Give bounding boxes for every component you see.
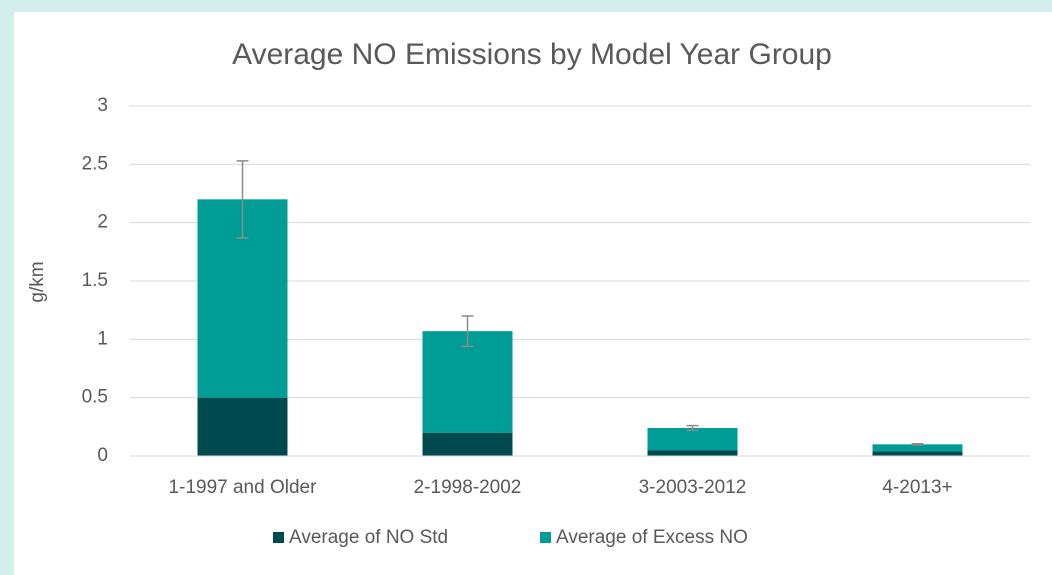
bar-segment — [647, 428, 738, 451]
bar-segment — [647, 450, 738, 456]
error-bar — [461, 315, 474, 348]
x-tick-label: 4-2013+ — [882, 477, 952, 498]
legend-label: Average of NO Std — [289, 527, 448, 548]
bar-segment — [422, 331, 513, 433]
x-tick-label: 2-1998-2002 — [414, 477, 522, 498]
bar-segment — [872, 451, 963, 456]
y-tick-label: 1.5 — [82, 270, 108, 291]
y-tick-label: 0 — [97, 445, 108, 466]
legend-swatch — [273, 532, 284, 543]
legend-swatch — [540, 532, 551, 543]
bar-segment — [872, 444, 963, 452]
y-tick-label: 1 — [97, 328, 108, 349]
bar-segment — [197, 397, 288, 456]
bar-segment — [422, 432, 513, 456]
x-tick-label: 1-1997 and Older — [169, 477, 318, 498]
error-bar — [236, 160, 249, 239]
error-bar — [911, 443, 924, 446]
y-tick-label: 2 — [97, 212, 108, 233]
x-tick-label: 3-2003-2012 — [639, 477, 747, 498]
chart-title: Average NO Emissions by Model Year Group — [232, 38, 832, 71]
y-tick-label: 3 — [97, 95, 108, 116]
y-tick-label: 2.5 — [82, 153, 108, 174]
legend-label: Average of Excess NO — [556, 527, 748, 548]
error-bar — [686, 424, 699, 432]
y-tick-label: 0.5 — [82, 387, 108, 408]
y-axis-label: g/km — [27, 261, 48, 302]
